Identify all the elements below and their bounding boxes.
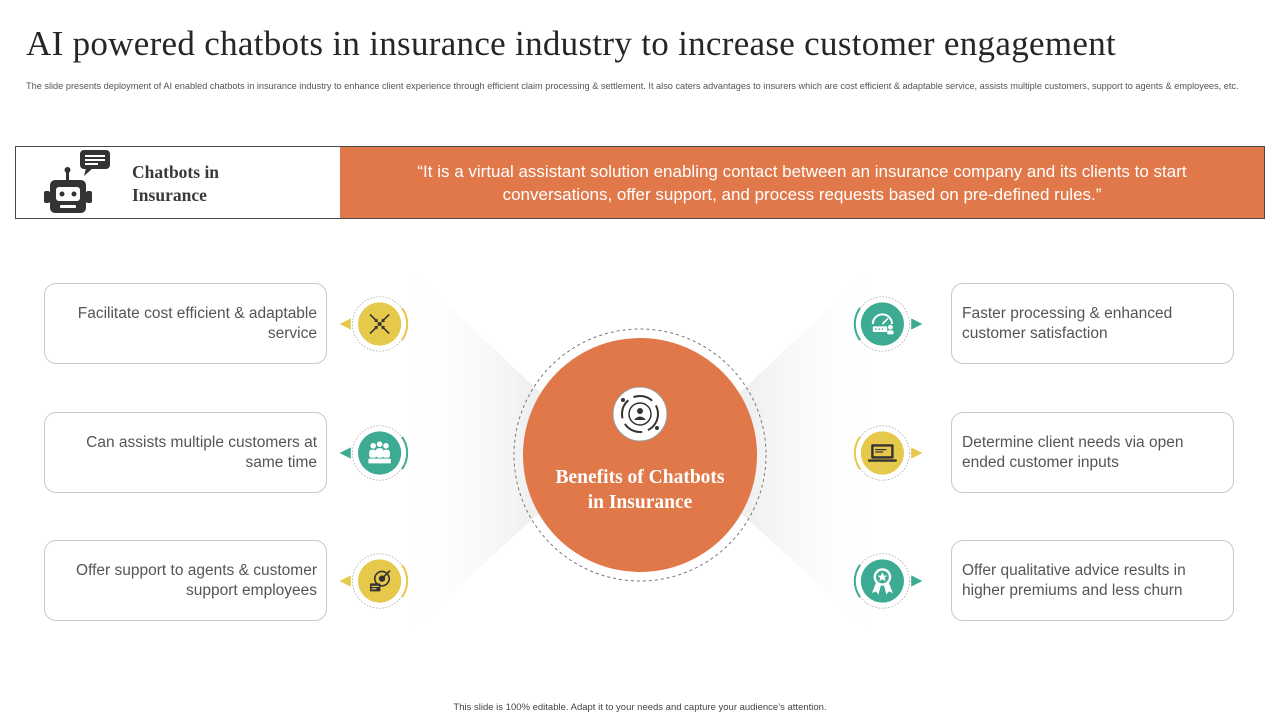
benefit-card: Offer qualitative advice results in high… bbox=[951, 540, 1234, 621]
award-badge-icon bbox=[853, 553, 923, 609]
target-people-icon bbox=[612, 386, 668, 442]
benefit-card: Faster processing & enhanced customer sa… bbox=[951, 283, 1234, 364]
page-subtitle: The slide presents deployment of AI enab… bbox=[26, 81, 1239, 91]
center-title-line2: in Insurance bbox=[587, 492, 693, 513]
benefit-text: Can assists multiple customers at same t… bbox=[86, 434, 317, 471]
benefit-text: Faster processing & enhanced customer sa… bbox=[962, 305, 1173, 342]
group-people-icon bbox=[339, 425, 409, 481]
banner-label: Chatbots in Insurance bbox=[132, 161, 219, 207]
target-card-icon bbox=[339, 553, 409, 609]
robot-chat-icon bbox=[44, 150, 110, 213]
benefit-card: Facilitate cost efficient & adaptable se… bbox=[44, 283, 327, 364]
benefit-text: Offer support to agents & customer suppo… bbox=[76, 562, 317, 599]
center-circle bbox=[513, 328, 767, 582]
laptop-icon bbox=[853, 425, 923, 481]
definition-quote: “It is a virtual assistant solution enab… bbox=[417, 161, 1187, 204]
banner-label-line2: Insurance bbox=[132, 185, 207, 205]
center-title-line1: Benefits of Chatbots bbox=[555, 467, 725, 488]
benefit-text: Determine client needs via open ended cu… bbox=[962, 434, 1184, 471]
arrows-converge-icon bbox=[339, 296, 409, 352]
center-title: Benefits of Chatbots in Insurance bbox=[520, 465, 760, 515]
background-light-beams bbox=[395, 255, 885, 645]
benefit-text: Offer qualitative advice results in high… bbox=[962, 562, 1186, 599]
banner-label-line1: Chatbots in bbox=[132, 162, 220, 182]
benefit-card: Determine client needs via open ended cu… bbox=[951, 412, 1234, 493]
benefit-text: Facilitate cost efficient & adaptable se… bbox=[77, 305, 317, 342]
benefit-card: Offer support to agents & customer suppo… bbox=[44, 540, 327, 621]
benefit-card: Can assists multiple customers at same t… bbox=[44, 412, 327, 493]
footer-note: This slide is 100% editable. Adapt it to… bbox=[453, 702, 827, 713]
speed-gauge-icon bbox=[853, 296, 923, 352]
definition-banner: “It is a virtual assistant solution enab… bbox=[340, 146, 1265, 219]
page-title: AI powered chatbots in insurance industr… bbox=[26, 24, 1117, 63]
banner-label-box: Chatbots in Insurance bbox=[15, 146, 341, 219]
